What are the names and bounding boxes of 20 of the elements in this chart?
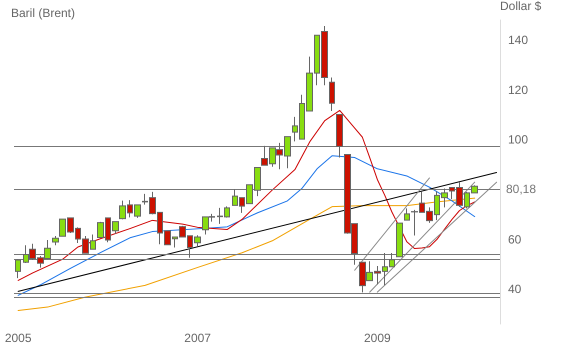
y-tick-label: 60 [508, 232, 522, 246]
x-tick-label: 2005 [4, 331, 32, 345]
candlestick [404, 208, 410, 222]
line-series [18, 155, 476, 296]
y-axis-title: Dollar $ [500, 0, 542, 13]
line-series [18, 110, 476, 281]
y-tick-label: 120 [508, 82, 528, 97]
candlestick [396, 222, 403, 258]
candlestick [336, 113, 343, 158]
candlestick [52, 236, 59, 246]
ref-line-label: 80,18 [506, 182, 536, 196]
candlestick [15, 258, 21, 279]
y-tick-label: 100 [508, 132, 528, 147]
x-tick-label: 2009 [364, 331, 391, 345]
y-tick-label: 140 [508, 32, 528, 47]
y-tick-label: 40 [508, 282, 522, 296]
x-tick-label: 2007 [184, 331, 212, 345]
chart-title: Baril (Brent) [11, 6, 76, 20]
candlestick [329, 77, 335, 112]
line-series [18, 198, 476, 312]
